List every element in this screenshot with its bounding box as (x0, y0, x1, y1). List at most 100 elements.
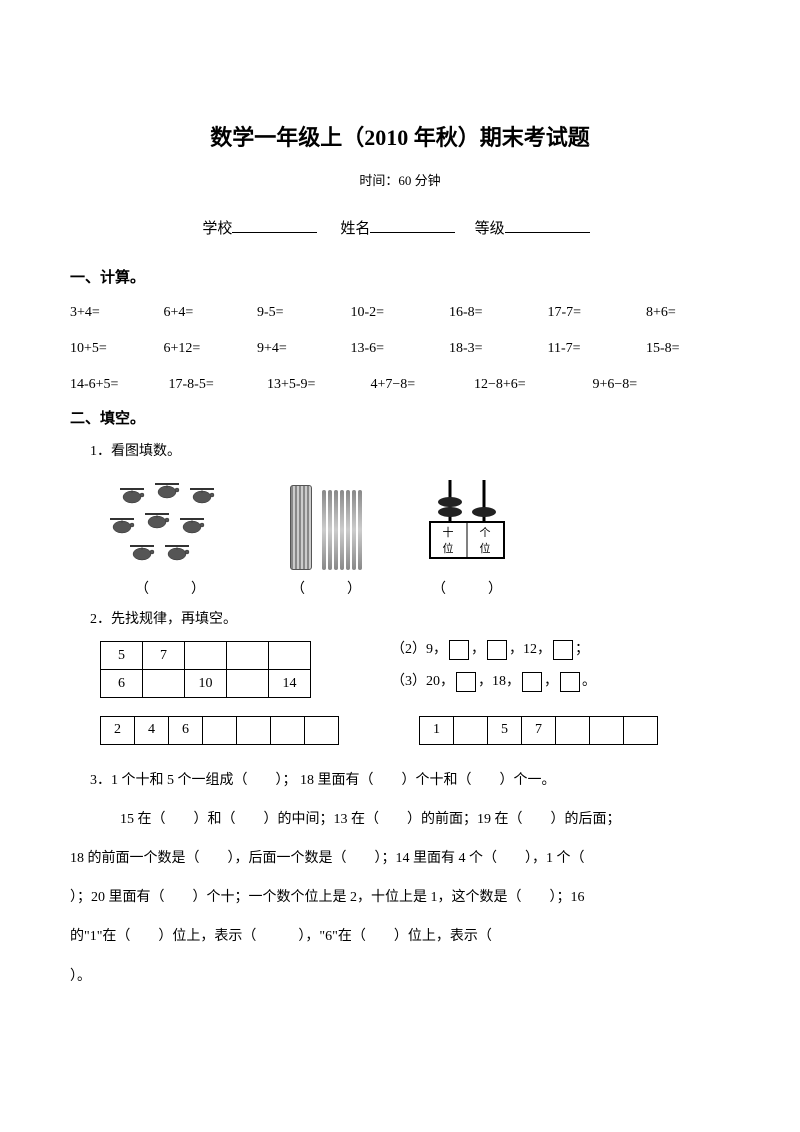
abacus-group: 十 个 位 位 （ ） (422, 470, 512, 598)
seq-text: ， (544, 674, 558, 689)
cell: 6 (169, 716, 203, 744)
cell (227, 670, 269, 698)
cell (624, 716, 658, 744)
q3-block: 3．1 个十和 5 个一组成（ ）； 18 里面有（ ）个十和（ ）个一。 15… (70, 761, 730, 996)
helicopter-icons (110, 480, 230, 570)
cell (185, 642, 227, 670)
cell (556, 716, 590, 744)
blank-box (522, 672, 542, 692)
cell (227, 642, 269, 670)
cell: 14 (269, 670, 311, 698)
paren: （ ） (291, 578, 361, 598)
blank-name (370, 232, 455, 233)
seq-text: ，12， (509, 642, 551, 657)
q3-line: 18 的前面一个数是（ ），后面一个数是（ ）；14 里面有 4 个（ ），1 … (70, 839, 730, 878)
stick-icon (340, 490, 344, 570)
cell (237, 716, 271, 744)
blank-box (487, 640, 507, 660)
cell: 7 (143, 642, 185, 670)
equation: 17-8-5= (169, 371, 264, 399)
abacus-icon: 十 个 位 位 (422, 470, 512, 565)
cell (269, 642, 311, 670)
cell: 2 (101, 716, 135, 744)
equation: 9+6−8= (593, 371, 638, 399)
seq-text: 。 (582, 674, 596, 689)
blank-box (456, 672, 476, 692)
pattern-table-2: 2 4 6 (100, 716, 339, 745)
equation: 14-6+5= (70, 371, 165, 399)
svg-text:个: 个 (480, 526, 491, 539)
equation: 11-7= (548, 335, 643, 363)
page-title: 数学一年级上（2010 年秋）期末考试题 (70, 120, 730, 152)
blank-box (449, 640, 469, 660)
label-name: 姓名 (340, 221, 370, 237)
blank-school (232, 232, 317, 233)
seq-text: ； (575, 642, 589, 657)
equation: 6+4= (164, 299, 254, 327)
cell (305, 716, 339, 744)
helicopter-group: （ ） (110, 480, 230, 598)
cell: 5 (488, 716, 522, 744)
subtitle: 时间：60 分钟 (70, 170, 730, 189)
equation: 4+7−8= (371, 371, 471, 399)
seq-label: （2）9， (391, 642, 447, 657)
equation: 9-5= (257, 299, 347, 327)
equation: 15-8= (646, 335, 680, 363)
seq-text: ，18， (478, 674, 520, 689)
svg-text:位: 位 (480, 541, 491, 555)
stick-icon (358, 490, 362, 570)
sticks-group: （ ） (290, 480, 362, 598)
cell (454, 716, 488, 744)
blank-box (553, 640, 573, 660)
svg-text:位: 位 (443, 541, 454, 555)
equation: 17-7= (548, 299, 643, 327)
cell: 4 (135, 716, 169, 744)
cell: 1 (420, 716, 454, 744)
equation: 6+12= (164, 335, 254, 363)
label-grade: 等级 (475, 221, 505, 237)
equations-row2: 10+5= 6+12= 9+4= 13-6= 18-3= 11-7= 15-8= (70, 335, 730, 363)
info-fields: 学校 姓名 等级 (70, 217, 730, 238)
svg-text:十: 十 (443, 525, 454, 539)
pattern-table-1: 5 7 6 10 14 (100, 641, 311, 698)
equation: 3+4= (70, 299, 160, 327)
q3-line: 的"1"在（ ）位上，表示（ ），"6"在（ ）位上，表示（ (70, 917, 730, 956)
cell: 5 (101, 642, 143, 670)
blank-box (560, 672, 580, 692)
equation: 10-2= (351, 299, 446, 327)
equations-row1: 3+4= 6+4= 9-5= 10-2= 16-8= 17-7= 8+6= (70, 299, 730, 327)
equation: 8+6= (646, 299, 676, 327)
cell: 6 (101, 670, 143, 698)
q3-line: 3．1 个十和 5 个一组成（ ）； 18 里面有（ ）个十和（ ）个一。 (90, 761, 730, 800)
stick-icon (328, 490, 332, 570)
cell (590, 716, 624, 744)
stick-icon (322, 490, 326, 570)
cell (143, 670, 185, 698)
seq-label: （3）20， (391, 674, 454, 689)
stick-icon (352, 490, 356, 570)
equation: 9+4= (257, 335, 347, 363)
stick-icon (346, 490, 350, 570)
equation: 13-6= (351, 335, 446, 363)
stick-icon (334, 490, 338, 570)
blank-grade (505, 232, 590, 233)
image-row: （ ） （ ） 十 个 (110, 470, 730, 598)
label-school: 学校 (202, 221, 232, 237)
cell: 7 (522, 716, 556, 744)
paren: （ ） (432, 578, 502, 598)
equations-row3: 14-6+5= 17-8-5= 13+5-9= 4+7−8= 12−8+6= 9… (70, 371, 730, 399)
q3-line: ）。 (70, 957, 730, 996)
q1-label: 1．看图填数。 (90, 440, 730, 460)
q3-line: 15 在（ ）和（ ）的中间；13 在（ ）的前面；19 在（ ）的后面； (120, 800, 730, 839)
q3-line: ）；20 里面有（ ）个十；一个数个位上是 2，十位上是 1，这个数是（ ）；1… (70, 878, 730, 917)
equation: 16-8= (449, 299, 544, 327)
pattern-table-3: 1 5 7 (419, 716, 658, 745)
q2-label: 2．先找规律，再填空。 (90, 608, 730, 628)
seq-text: ， (471, 642, 485, 657)
section2-heading: 二、填空。 (70, 407, 730, 428)
sequence-3: （3）20， ，18， ， 。 (391, 670, 596, 692)
cell: 10 (185, 670, 227, 698)
sequence-2: （2）9， ， ，12， ； (391, 638, 596, 660)
equation: 13+5-9= (267, 371, 367, 399)
equation: 18-3= (449, 335, 544, 363)
